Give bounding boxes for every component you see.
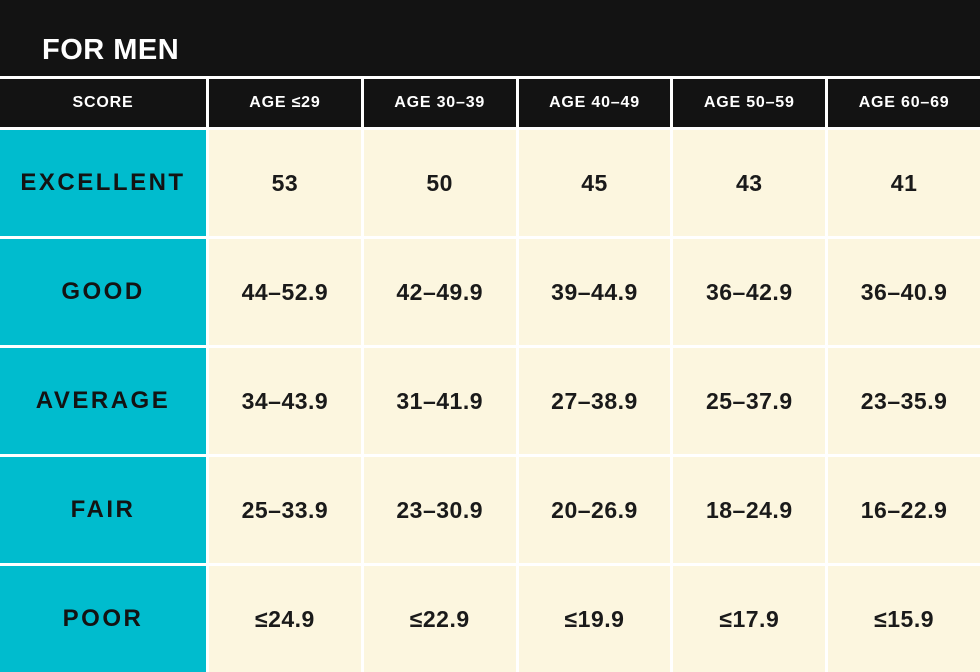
- header-cell-age-29: AGE ≤29: [209, 79, 361, 127]
- row-label-good: GOOD: [0, 239, 206, 345]
- cell-good-age-40-49: 39–44.9: [518, 239, 671, 345]
- cell-poor-age-50-59: ≤17.9: [673, 566, 826, 672]
- row-label-average: AVERAGE: [0, 348, 206, 454]
- row-label-poor: POOR: [0, 566, 206, 672]
- row-label-fair: FAIR: [0, 457, 206, 563]
- page-title: FOR MEN: [42, 34, 180, 66]
- cell-good-age-50-59: 36–42.9: [673, 239, 826, 345]
- cell-fair-age-50-59: 18–24.9: [673, 457, 826, 563]
- score-table: SCORE AGE ≤29 AGE 30–39 AGE 40–49 AGE 50…: [0, 79, 980, 672]
- cell-excellent-age-50-59: 43: [673, 130, 826, 236]
- header-cell-age-50-59: AGE 50–59: [673, 79, 826, 127]
- banner-divider: [0, 76, 980, 79]
- cell-good-age-30-39: 42–49.9: [363, 239, 516, 345]
- row-label-excellent: EXCELLENT: [0, 130, 206, 236]
- cell-excellent-age-29: 53: [209, 130, 361, 236]
- cell-fair-age-40-49: 20–26.9: [518, 457, 671, 563]
- cell-average-age-30-39: 31–41.9: [363, 348, 516, 454]
- cell-excellent-age-60-69: 41: [828, 130, 980, 236]
- cell-average-age-40-49: 27–38.9: [518, 348, 671, 454]
- cell-poor-age-60-69: ≤15.9: [828, 566, 980, 672]
- header-cell-score: SCORE: [0, 79, 206, 127]
- title-banner: FOR MEN: [0, 0, 980, 76]
- header-cell-age-60-69: AGE 60–69: [828, 79, 980, 127]
- cell-good-age-29: 44–52.9: [209, 239, 361, 345]
- cell-fair-age-30-39: 23–30.9: [363, 457, 516, 563]
- cell-average-age-29: 34–43.9: [209, 348, 361, 454]
- cell-poor-age-29: ≤24.9: [209, 566, 361, 672]
- cell-excellent-age-40-49: 45: [518, 130, 671, 236]
- cell-average-age-50-59: 25–37.9: [673, 348, 826, 454]
- cell-poor-age-30-39: ≤22.9: [363, 566, 516, 672]
- header-cell-age-30-39: AGE 30–39: [363, 79, 516, 127]
- cell-fair-age-29: 25–33.9: [209, 457, 361, 563]
- cell-poor-age-40-49: ≤19.9: [518, 566, 671, 672]
- cell-average-age-60-69: 23–35.9: [828, 348, 980, 454]
- cell-good-age-60-69: 36–40.9: [828, 239, 980, 345]
- cell-excellent-age-30-39: 50: [363, 130, 516, 236]
- cell-fair-age-60-69: 16–22.9: [828, 457, 980, 563]
- header-cell-age-40-49: AGE 40–49: [518, 79, 671, 127]
